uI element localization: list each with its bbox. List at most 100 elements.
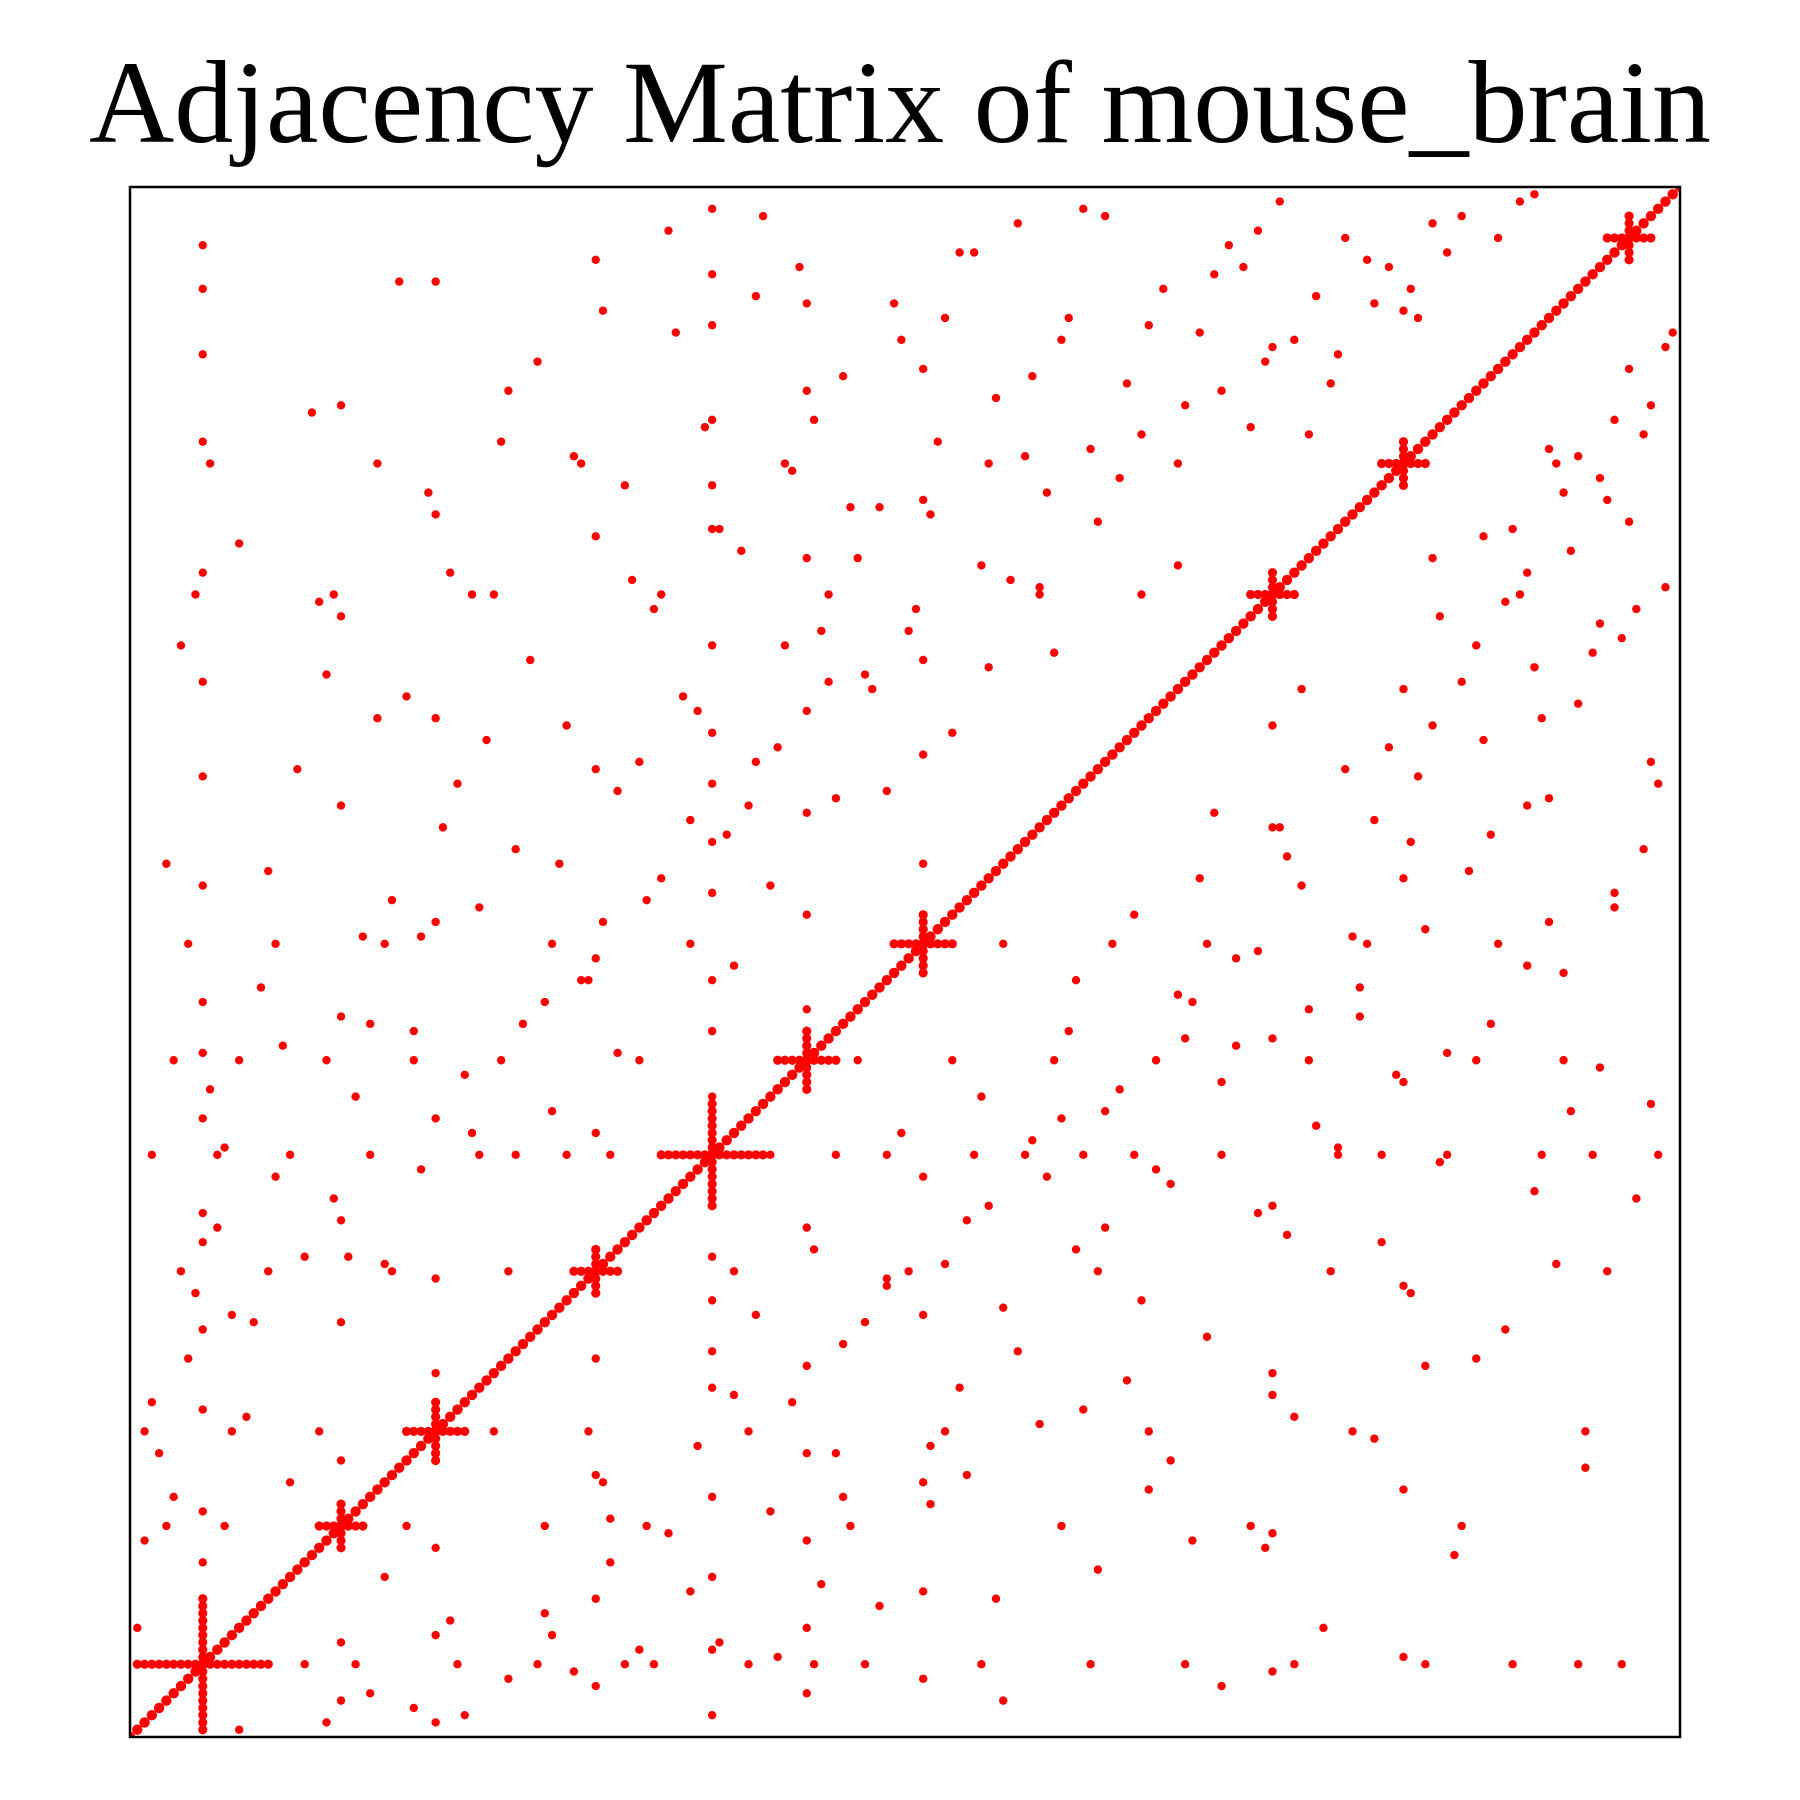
diagonal-point <box>1631 225 1642 236</box>
hub-cross-point <box>198 1615 208 1626</box>
matrix-point <box>409 1026 418 1036</box>
matrix-point <box>860 1660 870 1669</box>
matrix-point <box>955 248 964 257</box>
matrix-point <box>1653 1150 1663 1160</box>
diagonal-point <box>364 1491 376 1503</box>
matrix-point <box>242 1412 251 1422</box>
matrix-point <box>1261 357 1270 366</box>
matrix-point <box>198 1558 207 1567</box>
matrix-point <box>1653 779 1663 788</box>
matrix-point <box>438 823 448 832</box>
matrix-point <box>707 888 717 898</box>
matrix-point <box>431 1543 440 1553</box>
matrix-point <box>613 1048 622 1058</box>
matrix-point <box>962 1470 972 1480</box>
hub-cross-point <box>947 939 957 949</box>
matrix-point <box>707 1572 717 1582</box>
matrix-point <box>1370 1434 1379 1443</box>
matrix-point <box>744 1660 753 1669</box>
diagonal-point <box>146 1709 158 1721</box>
matrix-point <box>882 1150 892 1160</box>
diagonal-point <box>1340 516 1351 527</box>
matrix-point <box>1595 473 1605 483</box>
matrix-point <box>1646 401 1656 410</box>
matrix-point <box>1173 561 1183 570</box>
matrix-point <box>1144 1485 1153 1494</box>
hub-cross-point <box>263 1659 273 1669</box>
matrix-point <box>584 1427 593 1436</box>
diagonal-point <box>1521 334 1533 346</box>
diagonal-point <box>837 1018 849 1030</box>
matrix-point <box>977 561 986 570</box>
matrix-point <box>1166 1179 1175 1189</box>
matrix-point <box>1151 1165 1161 1174</box>
matrix-point <box>176 1267 186 1276</box>
hub-cross-point <box>1384 458 1394 469</box>
matrix-point <box>707 415 717 425</box>
diagonal-point <box>1405 451 1416 462</box>
matrix-point <box>620 1660 630 1669</box>
matrix-point <box>707 728 717 737</box>
diagonal-point <box>1623 232 1635 244</box>
diagonal-point <box>1594 261 1606 273</box>
matrix-point <box>1202 1332 1212 1341</box>
hub-cross-point <box>707 1121 717 1131</box>
matrix-point <box>802 1689 811 1698</box>
diagonal-point <box>1572 283 1584 295</box>
matrix-point <box>445 568 455 577</box>
diagonal-point <box>350 1506 361 1517</box>
matrix-point <box>402 1521 411 1531</box>
matrix-point <box>868 684 877 694</box>
diagonal-point <box>263 1593 274 1604</box>
hub-cross-point <box>918 910 928 920</box>
matrix-point <box>285 1150 295 1160</box>
diagonal-point <box>917 938 929 950</box>
matrix-point <box>707 1296 717 1305</box>
matrix-point <box>336 801 346 810</box>
diagonal-point <box>1500 356 1511 367</box>
matrix-point <box>1326 379 1335 388</box>
diagonal-point <box>1318 538 1329 549</box>
matrix-point <box>1501 597 1510 606</box>
matrix-point <box>1399 1485 1408 1494</box>
diagonal-point <box>1063 793 1074 804</box>
plot-frame <box>128 185 1682 1739</box>
matrix-point <box>1122 1376 1132 1385</box>
matrix-point <box>482 735 491 745</box>
matrix-point <box>664 226 673 235</box>
matrix-point <box>504 386 513 395</box>
matrix-point <box>926 1441 935 1451</box>
hub-cross-point <box>933 939 943 949</box>
diagonal-point <box>1383 472 1395 484</box>
hub-cross-point <box>663 1150 674 1160</box>
matrix-point <box>220 1521 229 1531</box>
hub-cross-point <box>198 1725 208 1735</box>
hub-cross-point <box>198 1696 208 1706</box>
matrix-point <box>198 568 207 577</box>
hub-cross-point <box>816 1055 826 1065</box>
diagonal-point <box>1303 552 1315 564</box>
matrix-point <box>1202 939 1212 949</box>
diagonal-point <box>605 1251 616 1262</box>
matrix-point <box>918 655 928 665</box>
diagonal-point <box>444 1411 456 1423</box>
hub-cross-point <box>1398 466 1409 476</box>
diagonal-point <box>415 1440 427 1452</box>
hub-cross-point <box>423 1426 433 1436</box>
matrix-point <box>860 1318 870 1327</box>
matrix-point <box>853 1056 862 1065</box>
hub-cross-point <box>1624 218 1634 228</box>
diagonal-point <box>612 1244 623 1255</box>
matrix-point <box>1399 874 1408 883</box>
matrix-point <box>1239 262 1248 272</box>
hub-cross-point <box>707 1135 717 1145</box>
diagonal-point <box>1325 531 1336 542</box>
matrix-point <box>336 612 346 621</box>
diagonal-point <box>757 1098 769 1110</box>
matrix-point <box>198 437 207 446</box>
diagonal-point <box>1645 210 1657 222</box>
matrix-point <box>1151 1056 1161 1065</box>
diagonal-point <box>568 1287 580 1299</box>
diagonal-point <box>292 1564 303 1575</box>
matrix-point <box>1457 1521 1466 1531</box>
